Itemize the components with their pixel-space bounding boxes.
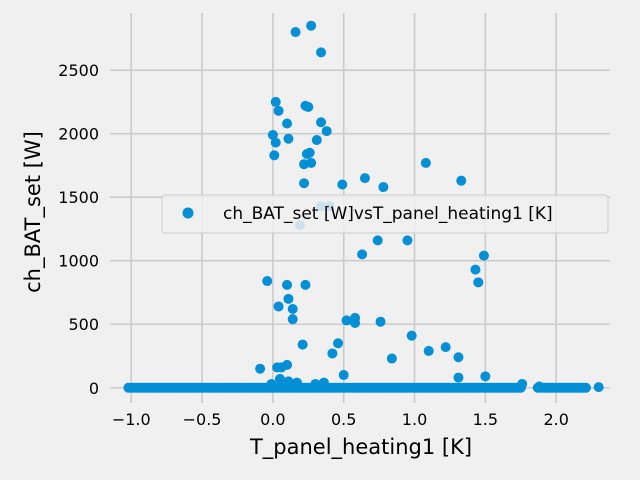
data-point: [478, 250, 489, 261]
data-point: [255, 363, 266, 374]
data-point: [423, 345, 434, 356]
data-point: [480, 371, 491, 382]
data-point: [372, 235, 383, 246]
data-point: [357, 249, 368, 260]
data-point: [327, 348, 338, 359]
data-point: [273, 301, 284, 312]
data-point: [517, 378, 528, 389]
data-point: [402, 235, 413, 246]
data-point: [338, 370, 349, 381]
y-tick-label: 0: [89, 379, 99, 398]
data-point: [282, 359, 293, 370]
data-point: [420, 157, 431, 168]
legend: ch_BAT_set [W]vsT_panel_heating1 [K]: [161, 194, 609, 234]
data-point: [470, 264, 481, 275]
legend-label: ch_BAT_set [W]vsT_panel_heating1 [K]: [223, 204, 553, 224]
data-point: [310, 378, 321, 389]
data-point: [266, 378, 277, 389]
data-point: [291, 377, 302, 388]
data-point: [273, 105, 284, 116]
x-tick-label: 1.5: [473, 410, 498, 429]
data-point: [473, 277, 484, 288]
data-point: [262, 276, 273, 287]
y-tick-label: 500: [68, 315, 99, 334]
x-tick-label: 2.0: [543, 410, 568, 429]
data-point: [359, 173, 370, 184]
data-point: [287, 303, 298, 314]
x-axis-label: T_panel_heating1 [K]: [249, 435, 472, 460]
data-point: [306, 20, 317, 31]
data-point: [593, 382, 604, 393]
data-point: [300, 279, 311, 290]
data-point: [453, 372, 464, 383]
data-point: [283, 376, 294, 387]
legend-marker: [182, 207, 194, 219]
data-point: [274, 373, 285, 384]
data-point: [580, 382, 591, 393]
y-tick-labels: 0 500 1000 1500 2000 2500: [58, 61, 99, 398]
y-tick-label: 2500: [58, 61, 99, 80]
data-point: [290, 27, 301, 38]
data-point: [321, 126, 332, 137]
data-point: [270, 137, 281, 148]
x-tick-label: 1.0: [402, 410, 427, 429]
data-point: [440, 342, 451, 353]
data-point: [304, 147, 315, 158]
data-point: [316, 47, 327, 58]
data-point: [283, 133, 294, 144]
data-point: [270, 96, 281, 107]
data-point: [303, 102, 314, 113]
data-point: [316, 117, 327, 128]
data-point: [283, 293, 294, 304]
y-tick-label: 1500: [58, 188, 99, 207]
y-axis-label: ch_BAT_set [W]: [21, 131, 46, 293]
data-point: [375, 316, 386, 327]
data-point: [456, 175, 467, 186]
x-tick-label: 0.0: [260, 410, 285, 429]
data-point: [333, 338, 344, 349]
x-tick-label: −1.0: [112, 410, 151, 429]
data-point: [386, 353, 397, 364]
data-points: [123, 20, 604, 393]
data-point: [297, 339, 308, 350]
data-point: [453, 352, 464, 363]
data-point: [378, 182, 389, 193]
data-point: [299, 178, 310, 189]
data-point: [267, 129, 278, 140]
data-point: [534, 381, 545, 392]
data-point: [406, 330, 417, 341]
x-tick-labels: −1.0 −0.5 0.0 0.5 1.0 1.5 2.0: [112, 410, 569, 429]
legend-box: [161, 194, 609, 234]
data-point: [282, 279, 293, 290]
data-point: [350, 317, 361, 328]
x-tick-label: −0.5: [183, 410, 222, 429]
data-point: [269, 150, 280, 161]
data-point: [287, 314, 298, 325]
data-point: [341, 315, 352, 326]
x-tick-label: 0.5: [331, 410, 356, 429]
y-tick-label: 2000: [58, 125, 99, 144]
data-point: [318, 377, 329, 388]
data-point: [337, 179, 348, 190]
y-tick-label: 1000: [58, 252, 99, 271]
data-point: [306, 157, 317, 168]
data-point: [311, 135, 322, 146]
data-point: [282, 118, 293, 129]
